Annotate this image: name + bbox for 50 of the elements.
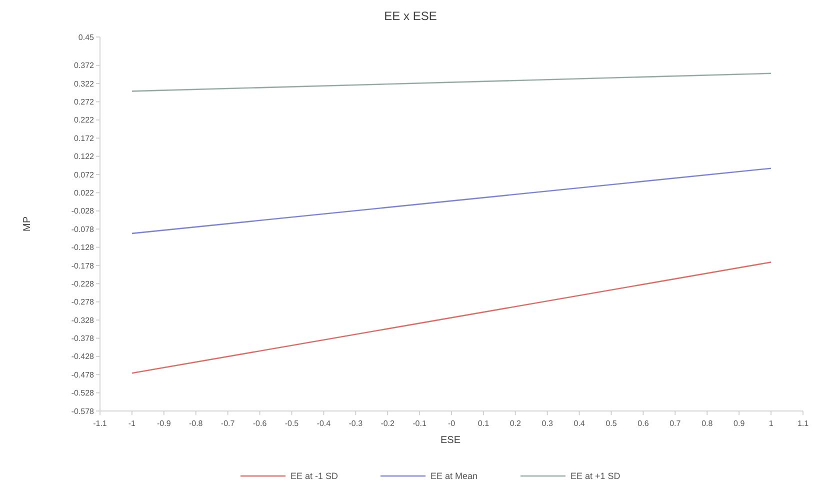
legend-label: EE at +1 SD: [570, 471, 621, 482]
x-tick-label: 0.9: [734, 419, 746, 428]
x-tick-label: -0.5: [284, 419, 300, 428]
y-tick-label: 0.022: [74, 188, 95, 198]
x-tick-label: 0.6: [638, 419, 650, 428]
x-tick-label: 0.8: [702, 419, 714, 428]
y-axis-title: MP: [22, 216, 33, 232]
x-tick-label: -0.2: [380, 419, 396, 428]
x-tick-label: 0.3: [542, 419, 554, 428]
x-tick-label: -0.9: [157, 419, 172, 428]
x-tick-label: 1: [768, 419, 774, 428]
x-tick-label: 0.7: [670, 419, 682, 428]
x-tick-label: -0: [448, 419, 456, 428]
x-tick-label: -1: [128, 419, 136, 428]
y-tick-label: 0.122: [74, 152, 95, 162]
x-tick-label: -0.1: [412, 419, 427, 428]
x-tick-label: -0.3: [348, 419, 364, 428]
x-tick-label: -0.6: [252, 419, 268, 428]
x-tick-label: -1.1: [93, 419, 108, 428]
y-tick-label: -0.128: [71, 243, 95, 252]
x-tick-label: -0.7: [220, 419, 236, 428]
y-tick-label: 0.372: [74, 61, 95, 70]
x-tick-label: 0.2: [510, 419, 522, 428]
x-tick-label: 0.4: [574, 419, 586, 428]
y-tick-label: 0.222: [74, 116, 95, 125]
chart-title: EE x ESE: [384, 9, 437, 23]
x-tick-label: -0.8: [188, 419, 204, 428]
x-tick-label: 0.5: [606, 419, 618, 428]
legend-label: EE at Mean: [430, 471, 478, 482]
y-tick-label: -0.528: [71, 388, 95, 398]
y-tick-label: -0.428: [71, 352, 95, 362]
x-tick-label: 1.1: [797, 419, 810, 428]
y-tick-label: 0.272: [74, 98, 95, 107]
x-axis-title: ESE: [440, 435, 461, 446]
y-tick-label: -0.278: [71, 298, 95, 307]
y-tick-label: -0.328: [71, 316, 95, 325]
y-tick-label: -0.378: [71, 334, 95, 344]
y-tick-label: -0.028: [71, 206, 95, 216]
legend-label: EE at -1 SD: [290, 471, 339, 482]
y-tick-label: -0.578: [71, 406, 95, 416]
y-tick-label: 0.072: [74, 170, 95, 180]
y-tick-label: -0.478: [71, 370, 95, 380]
y-tick-label: 0.172: [74, 134, 95, 143]
y-tick-label: 0.45: [78, 32, 95, 42]
x-tick-label: 0.1: [478, 419, 490, 428]
y-tick-label: -0.178: [71, 261, 95, 270]
x-tick-label: -0.4: [316, 419, 332, 428]
y-tick-label: -0.228: [71, 279, 95, 288]
y-tick-label: -0.078: [71, 224, 95, 234]
y-tick-label: 0.322: [74, 79, 95, 88]
